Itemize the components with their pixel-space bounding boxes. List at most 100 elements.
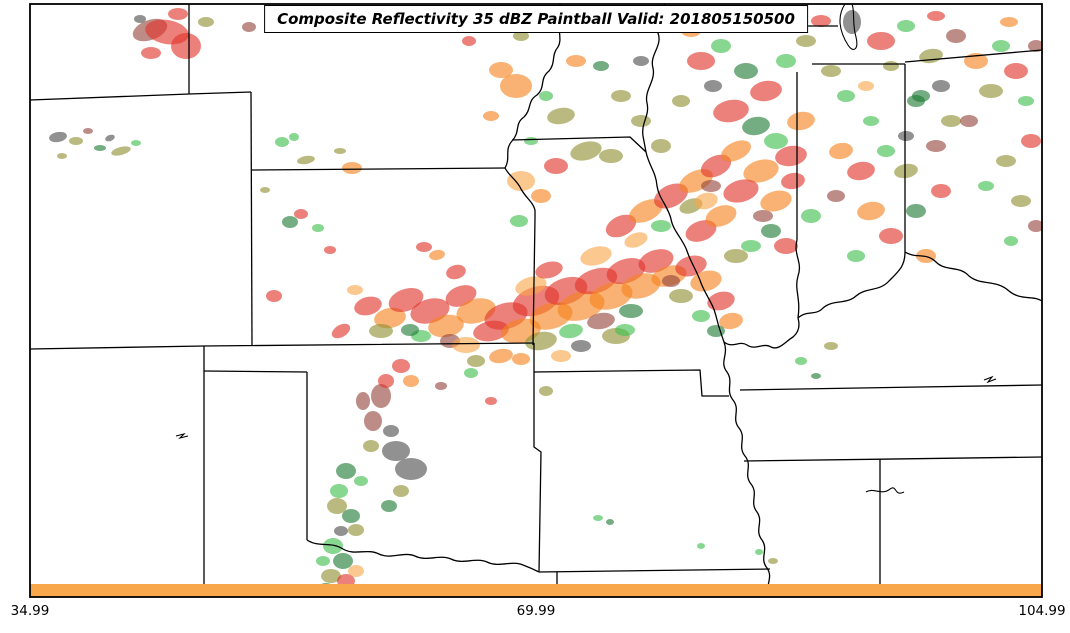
paintball-blob [316, 556, 330, 566]
paintball-blob [651, 220, 671, 232]
paintball-blob [707, 325, 725, 337]
state-border-line [904, 251, 1042, 302]
paintball-blob [403, 375, 419, 387]
paintball-blob [750, 80, 782, 102]
paintball-blob [1021, 134, 1041, 148]
paintball-blob [651, 139, 671, 153]
paintball-blob [198, 17, 214, 27]
paintball-blob [392, 359, 410, 373]
paintball-blob [327, 498, 347, 514]
paintball-blob [867, 32, 895, 50]
paintball-blob [931, 184, 951, 198]
paintball-blob [701, 180, 721, 192]
state-borders [30, 4, 1042, 597]
paintball-blob [781, 172, 805, 190]
paintball-blob [354, 476, 368, 486]
paintball-blob [282, 216, 298, 228]
paintball-blob [827, 190, 845, 202]
paintball-blob [593, 515, 603, 521]
paintball-blob [964, 53, 988, 69]
paintball-blob [743, 159, 779, 183]
state-border-line [533, 372, 542, 573]
paintball-blob [330, 484, 348, 498]
map-frame [29, 3, 1043, 598]
state-border-line [743, 456, 1042, 462]
paintball-blob [619, 304, 643, 318]
paintball-blob [342, 162, 362, 174]
paintball-blob [57, 153, 67, 159]
state-border-line [511, 136, 647, 153]
paintball-blob [857, 201, 885, 221]
paintball-blob [333, 553, 353, 569]
paintball-blob [489, 348, 513, 364]
paintball-blob [697, 543, 705, 549]
paintball-blob [334, 148, 346, 154]
paintball-blob [941, 115, 961, 127]
paintball-blob [927, 11, 945, 21]
paintball-blob [266, 290, 282, 302]
paintball-blob [467, 355, 485, 367]
paintball-blob [539, 91, 553, 101]
paintball-blob [566, 55, 586, 67]
paintball-blob [382, 441, 410, 461]
paintball-blob [847, 250, 865, 262]
paintball-blob [49, 131, 67, 143]
paintball-blob [883, 61, 899, 71]
paintball-blob [755, 549, 763, 555]
state-border-line [538, 568, 771, 573]
paintball-blob [512, 353, 530, 365]
paintball-blob [685, 220, 717, 242]
paintball-blob [289, 133, 299, 141]
paintball-blob [242, 22, 256, 32]
paintball-blob [764, 133, 788, 149]
paintball-blob [776, 54, 796, 68]
paintball-blob [821, 65, 841, 77]
paintball-blob [960, 115, 978, 127]
paintball-blob [877, 145, 895, 157]
paintball-blob [83, 128, 93, 134]
paintball-blob [500, 74, 532, 98]
paintball-blob [374, 307, 406, 329]
map-title: Composite Reflectivity 35 dBZ Paintball … [264, 5, 808, 33]
paintball-blob [369, 324, 393, 338]
paintball-blob [796, 35, 816, 47]
paintball-blob [336, 463, 356, 479]
paintball-blob [452, 337, 480, 353]
paintball-blob [847, 161, 875, 181]
paintball-blob [347, 285, 363, 295]
paintball-blob [894, 163, 918, 179]
paintball-blob [275, 137, 289, 147]
paintball-blob [141, 47, 161, 59]
paintball-blob [675, 255, 707, 277]
paintball-blob [547, 107, 575, 125]
state-border-line [797, 251, 906, 319]
paintball-blob [843, 10, 861, 34]
paintball-blob [580, 246, 612, 266]
paintball-blob [364, 411, 382, 431]
paintball-blob [428, 314, 464, 338]
paintball-blob [694, 192, 718, 210]
paintball-blob [587, 312, 615, 330]
x-tick-left: 34.99 [10, 603, 50, 619]
state-border-line [795, 72, 801, 319]
state-border-line [250, 91, 253, 346]
paintball-blob [741, 240, 761, 252]
paintball-blob [1028, 40, 1042, 52]
paintball-blob [863, 116, 879, 126]
paintball-blob [324, 246, 336, 254]
paintball-blob [483, 111, 499, 121]
paintball-blob [260, 187, 270, 193]
paintball-blob [131, 140, 141, 146]
state-border-line [30, 91, 252, 101]
paintball-blob [416, 242, 432, 252]
paintball-blob [932, 80, 950, 92]
paintball-blob [811, 373, 821, 379]
paintball-blob [721, 140, 751, 162]
paintball-blob [898, 131, 914, 141]
paintball-blob [1004, 236, 1018, 246]
water-feature [175, 432, 189, 440]
paintball-blob [724, 249, 748, 263]
paintball-blob [795, 357, 807, 365]
paintball-blob [312, 224, 324, 232]
